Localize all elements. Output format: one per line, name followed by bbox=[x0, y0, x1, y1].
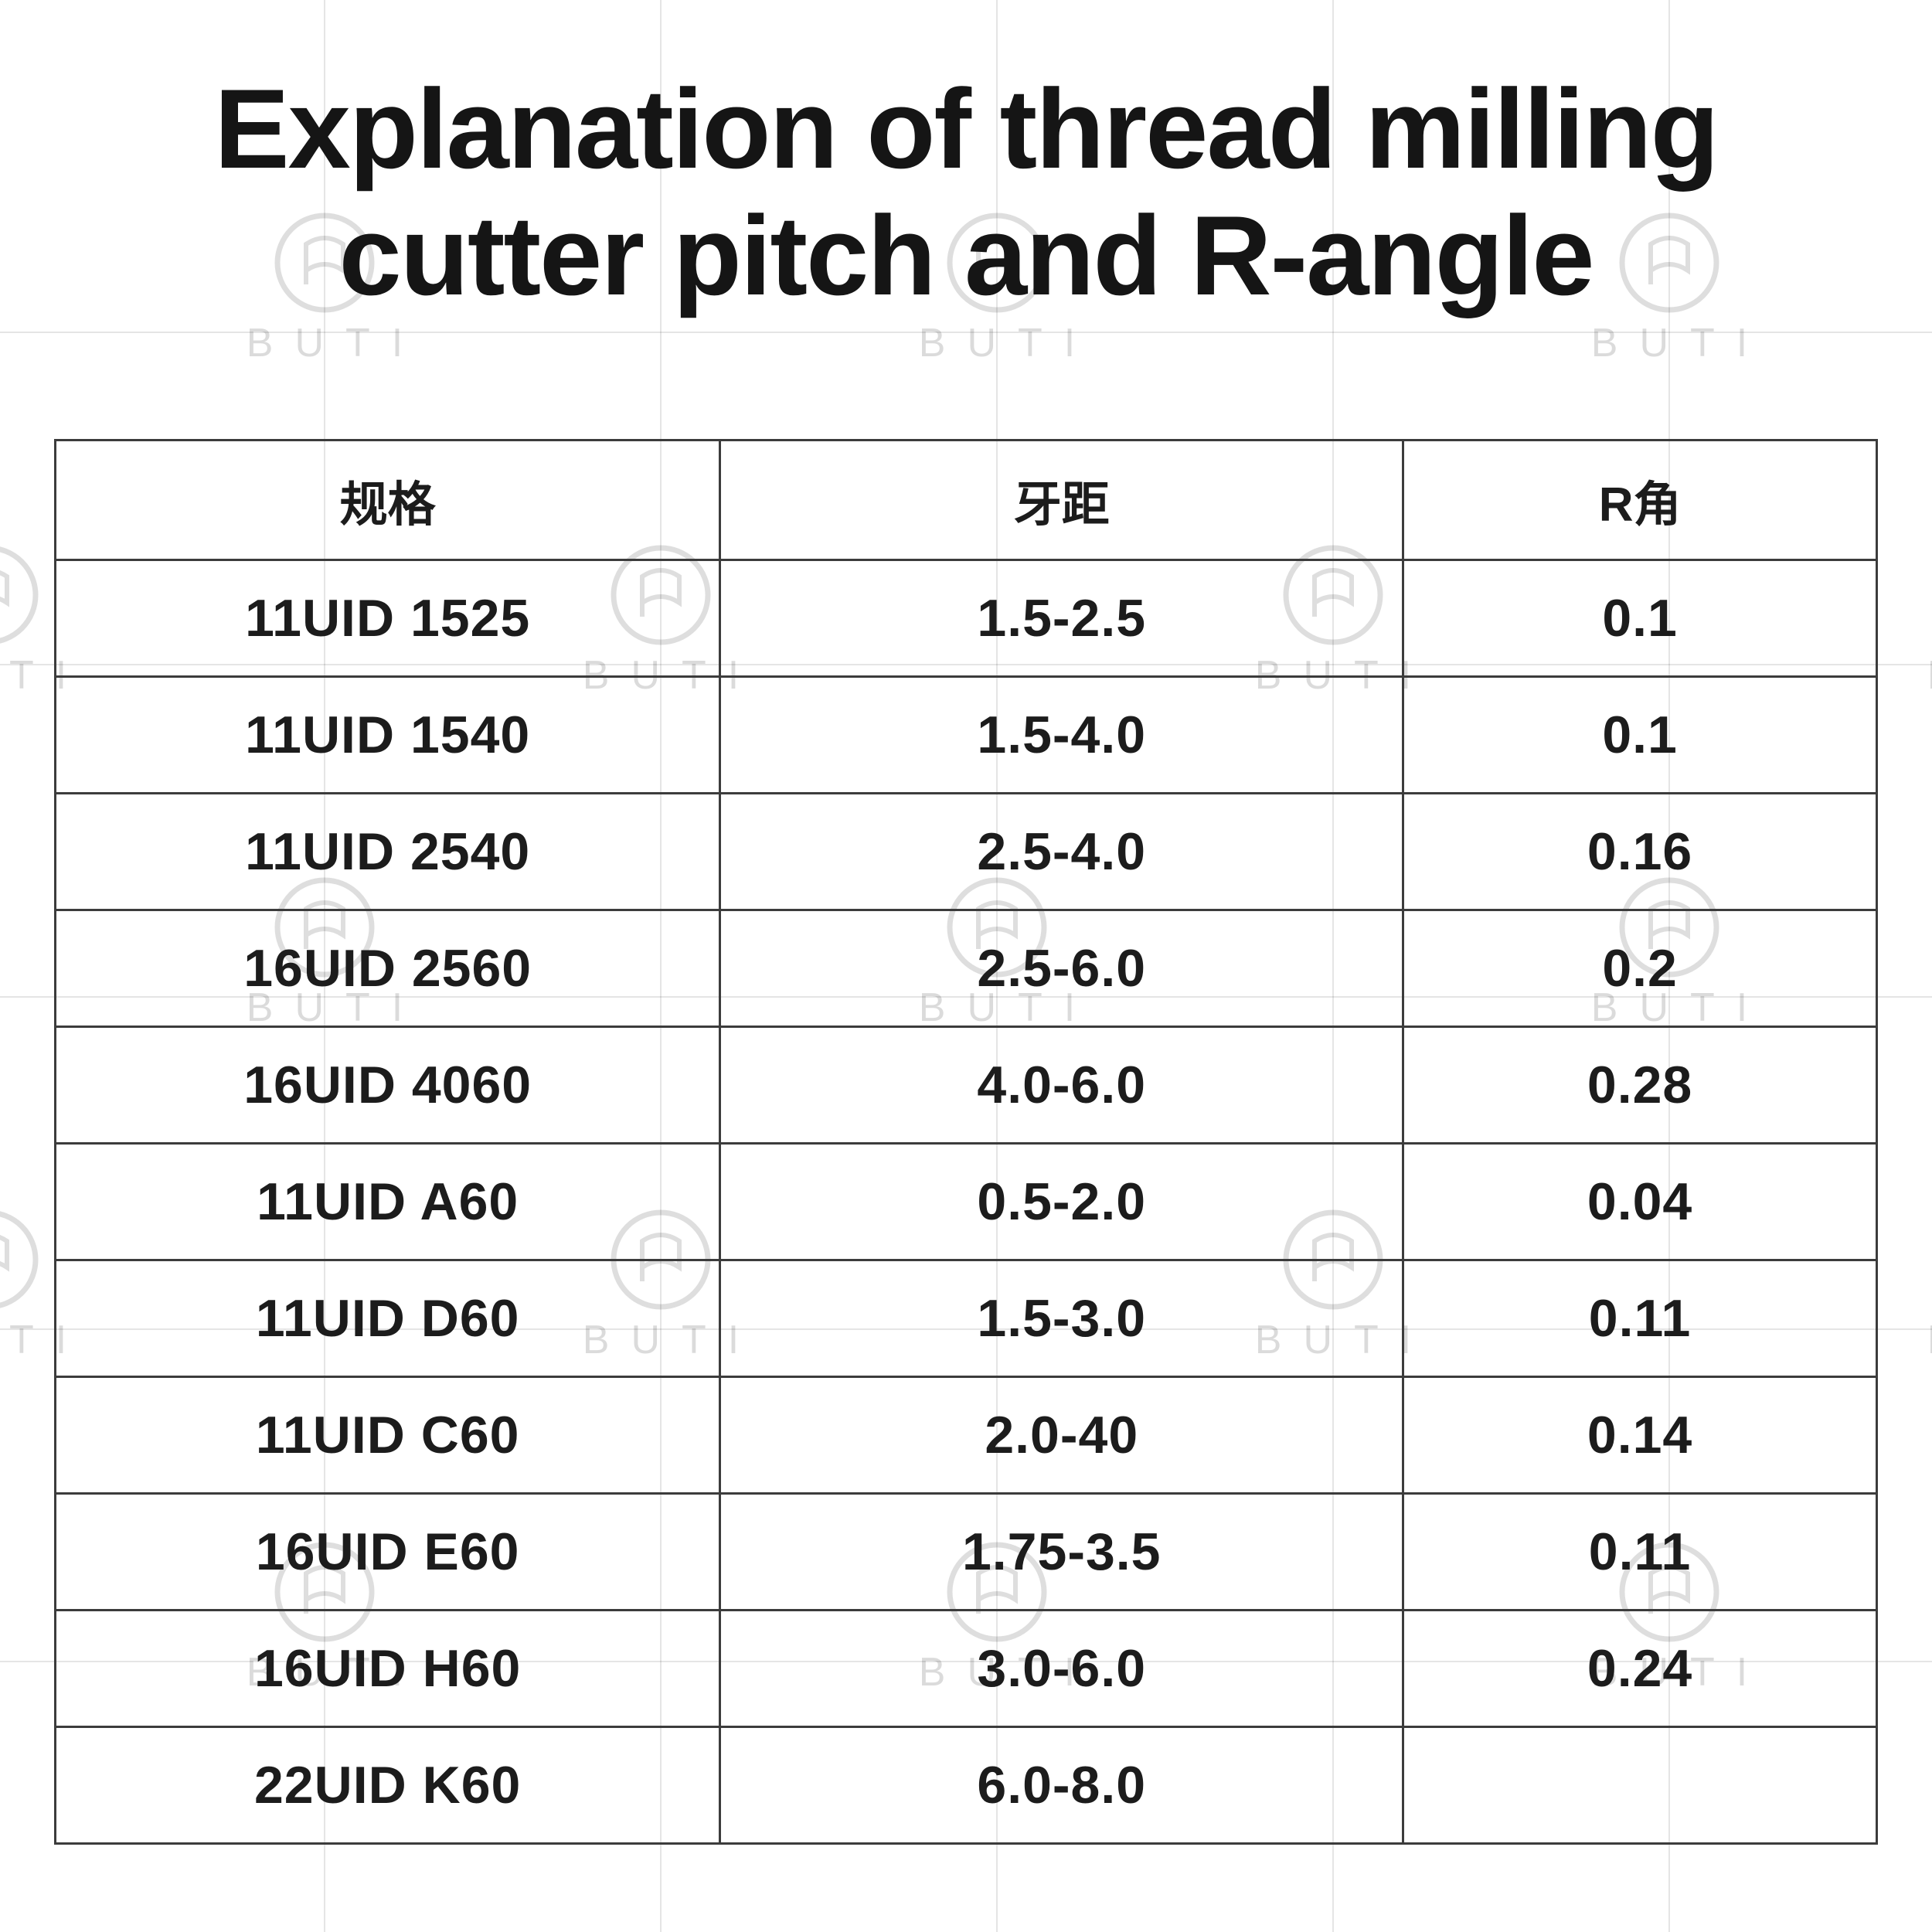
table-row: 11UID A60 0.5-2.0 0.04 bbox=[53, 1142, 1878, 1261]
table-cell-r1c1: 11UID 1525 bbox=[53, 559, 722, 678]
table-cell-r11c1: 22UID K60 bbox=[53, 1726, 722, 1845]
table-cell-r6c2: 0.5-2.0 bbox=[719, 1142, 1405, 1261]
table-cell-r8c2: 2.0-40 bbox=[719, 1376, 1405, 1495]
table-row: 16UID 4060 4.0-6.0 0.28 bbox=[53, 1026, 1878, 1145]
table-row: 11UID C60 2.0-40 0.14 bbox=[53, 1376, 1878, 1495]
table-row: 16UID H60 3.0-6.0 0.24 bbox=[53, 1609, 1878, 1728]
col-header-r-angle: R角 bbox=[1402, 439, 1878, 561]
table-cell-r2c1: 11UID 1540 bbox=[53, 675, 722, 794]
table-cell-r6c3: 0.04 bbox=[1402, 1142, 1878, 1261]
table-cell-r9c3: 0.11 bbox=[1402, 1492, 1878, 1611]
table-cell-r7c3: 0.11 bbox=[1402, 1259, 1878, 1378]
table-row: 22UID K60 6.0-8.0 bbox=[53, 1726, 1878, 1845]
table-cell-r8c3: 0.14 bbox=[1402, 1376, 1878, 1495]
title-line-2: cutter pitch and R-angle bbox=[338, 192, 1594, 318]
table-cell-r1c2: 1.5-2.5 bbox=[719, 559, 1405, 678]
table-cell-r3c1: 11UID 2540 bbox=[53, 792, 722, 911]
table-row: 16UID E60 1.75-3.5 0.11 bbox=[53, 1492, 1878, 1611]
table-cell-r5c3: 0.28 bbox=[1402, 1026, 1878, 1145]
table-cell-r6c1: 11UID A60 bbox=[53, 1142, 722, 1261]
watermark-gridline-horizontal bbox=[0, 332, 1932, 333]
table-cell-r5c1: 16UID 4060 bbox=[53, 1026, 722, 1145]
buti-circle-logo bbox=[0, 546, 39, 644]
buti-circle-logo bbox=[0, 1211, 39, 1308]
table-row: 11UID 1525 1.5-2.5 0.1 bbox=[53, 559, 1878, 678]
table-cell-r3c2: 2.5-4.0 bbox=[719, 792, 1405, 911]
watermark-text: BUTI bbox=[1897, 1317, 1932, 1363]
table-body: 11UID 1525 1.5-2.5 0.1 11UID 1540 1.5-4.0 0.1… bbox=[53, 559, 1878, 1845]
watermark-text: BUTI bbox=[1897, 652, 1932, 699]
table-cell-r1c3: 0.1 bbox=[1402, 559, 1878, 678]
table-cell-r4c2: 2.5-6.0 bbox=[719, 909, 1405, 1028]
table-cell-r7c2: 1.5-3.0 bbox=[719, 1259, 1405, 1378]
table-cell-r3c3: 0.16 bbox=[1402, 792, 1878, 911]
watermark-buti: BUTI bbox=[1897, 541, 1932, 699]
col-header-spec: 规格 bbox=[53, 439, 722, 561]
table-cell-r10c1: 16UID H60 bbox=[53, 1609, 722, 1728]
spec-table: 规格 牙距 R角 11UID 1525 1.5-2.5 0.1 11UID 1540 1… bbox=[53, 439, 1878, 1845]
table-cell-r4c1: 16UID 2560 bbox=[53, 909, 722, 1028]
table-header-row: 规格 牙距 R角 bbox=[53, 439, 1878, 561]
table-cell-r11c3 bbox=[1402, 1726, 1878, 1845]
table-cell-r9c2: 1.75-3.5 bbox=[719, 1492, 1405, 1611]
table-cell-r9c1: 16UID E60 bbox=[53, 1492, 722, 1611]
table-cell-r2c3: 0.1 bbox=[1402, 675, 1878, 794]
page-title: Explanation of thread milling cutter pit… bbox=[0, 66, 1932, 318]
table-row: 11UID D60 1.5-3.0 0.11 bbox=[53, 1259, 1878, 1378]
table-cell-r7c1: 11UID D60 bbox=[53, 1259, 722, 1378]
table-cell-r8c1: 11UID C60 bbox=[53, 1376, 722, 1495]
table-cell-r4c3: 0.2 bbox=[1402, 909, 1878, 1028]
table-cell-r5c2: 4.0-6.0 bbox=[719, 1026, 1405, 1145]
table-row: 11UID 1540 1.5-4.0 0.1 bbox=[53, 675, 1878, 794]
watermark-buti: BUTI bbox=[1897, 1206, 1932, 1363]
table-cell-r11c2: 6.0-8.0 bbox=[719, 1726, 1405, 1845]
col-header-pitch: 牙距 bbox=[719, 439, 1405, 561]
table-row: 16UID 2560 2.5-6.0 0.2 bbox=[53, 909, 1878, 1028]
table-row: 11UID 2540 2.5-4.0 0.16 bbox=[53, 792, 1878, 911]
table-cell-r2c2: 1.5-4.0 bbox=[719, 675, 1405, 794]
table-cell-r10c2: 3.0-6.0 bbox=[719, 1609, 1405, 1728]
title-line-1: Explanation of thread milling bbox=[214, 66, 1719, 192]
table-cell-r10c3: 0.24 bbox=[1402, 1609, 1878, 1728]
